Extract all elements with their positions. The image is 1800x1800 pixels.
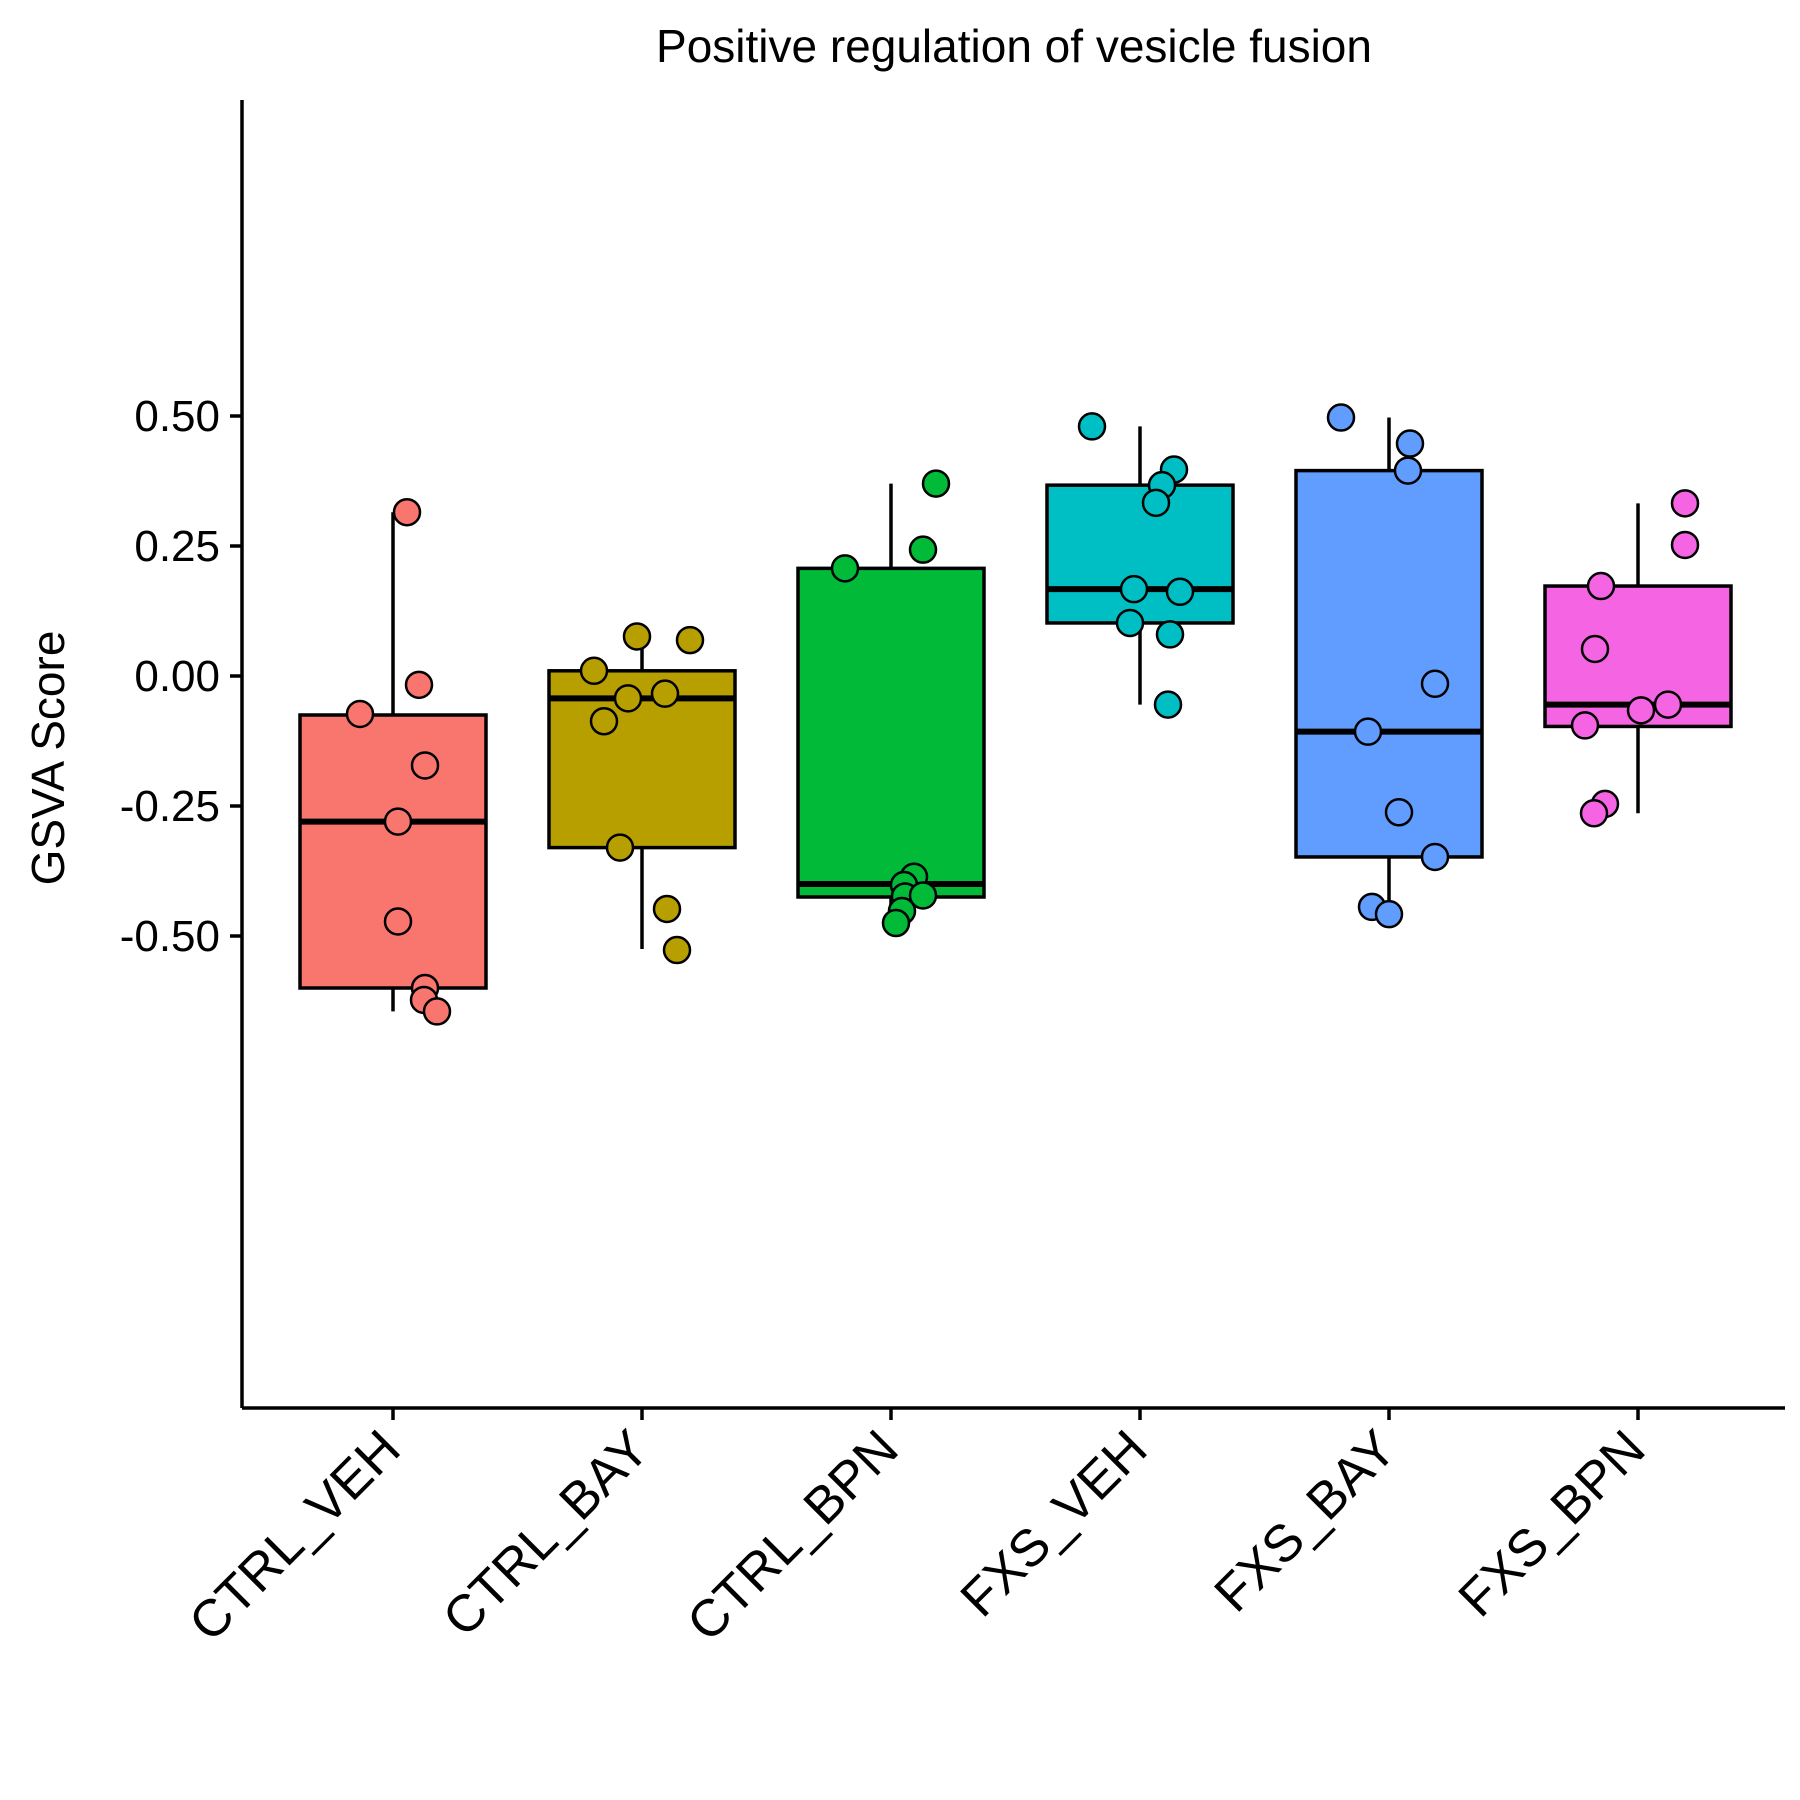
data-point-fxs-bay xyxy=(1384,797,1414,827)
y-tick-label: -0.25 xyxy=(120,782,220,831)
data-point-ctrl-bay xyxy=(675,625,705,655)
data-point-ctrl-bay xyxy=(613,684,643,713)
y-tick-label: -0.50 xyxy=(120,912,220,961)
x-tick-label: FXS_VEH xyxy=(950,1419,1159,1628)
data-point-fxs-bpn xyxy=(1653,690,1683,719)
data-point-fxs-bpn xyxy=(1670,530,1700,560)
data-point-ctrl-bay xyxy=(579,656,609,686)
y-tick-label: 0.00 xyxy=(134,652,220,701)
box-fxs-veh xyxy=(1045,483,1235,625)
data-point-ctrl-veh xyxy=(422,997,452,1026)
data-point-ctrl-veh xyxy=(383,907,413,936)
data-point-ctrl-bay xyxy=(650,679,680,708)
data-point-fxs-veh xyxy=(1115,608,1145,638)
data-point-fxs-veh xyxy=(1155,620,1185,649)
data-point-ctrl-veh xyxy=(404,670,434,700)
data-point-fxs-bay xyxy=(1326,403,1356,432)
y-axis-label: GSVA Score xyxy=(22,631,74,886)
data-point-fxs-veh xyxy=(1165,577,1195,607)
data-point-ctrl-veh xyxy=(410,751,440,780)
data-point-fxs-bpn xyxy=(1570,711,1600,740)
data-point-ctrl-veh xyxy=(392,497,422,527)
data-point-fxs-bpn xyxy=(1626,696,1656,725)
y-tick-label: 0.50 xyxy=(134,392,220,441)
data-point-fxs-bpn xyxy=(1580,634,1610,664)
x-tick-label: CTRL_VEH xyxy=(178,1419,411,1652)
data-point-fxs-bpn xyxy=(1670,489,1700,518)
data-point-fxs-bay xyxy=(1393,456,1423,485)
data-point-ctrl-bay xyxy=(652,894,682,924)
x-tick-label: FXS_BPN xyxy=(1448,1419,1657,1628)
data-point-ctrl-bay xyxy=(662,935,692,965)
data-point-fxs-veh xyxy=(1119,574,1149,604)
data-point-ctrl-bay xyxy=(605,833,635,862)
box-fxs-bay xyxy=(1294,468,1484,859)
data-point-ctrl-bay xyxy=(622,622,652,651)
data-point-fxs-veh xyxy=(1077,412,1107,441)
data-point-fxs-veh xyxy=(1153,690,1183,719)
box-ctrl-bpn xyxy=(796,566,986,899)
chart-title: Positive regulation of vesicle fusion xyxy=(656,20,1372,72)
x-tick-label: CTRL_BPN xyxy=(676,1419,909,1652)
box-ctrl-veh xyxy=(298,713,488,990)
data-point-ctrl-bpn xyxy=(830,554,860,583)
data-point-fxs-bay xyxy=(1353,717,1383,746)
data-point-ctrl-bpn xyxy=(908,881,938,910)
data-point-ctrl-veh xyxy=(383,807,413,836)
data-point-fxs-bay xyxy=(1420,669,1450,699)
data-point-fxs-bay xyxy=(1420,842,1450,872)
x-tick-label: FXS_BAY xyxy=(1204,1419,1408,1623)
x-tick-label: CTRL_BAY xyxy=(432,1419,660,1647)
data-point-fxs-bpn xyxy=(1579,799,1609,828)
points-layer xyxy=(345,403,1700,1026)
data-point-fxs-bay xyxy=(1395,429,1425,458)
data-point-ctrl-bpn xyxy=(921,469,951,498)
y-tick-label: 0.25 xyxy=(134,522,220,571)
data-point-ctrl-veh xyxy=(345,699,375,729)
data-point-fxs-bpn xyxy=(1586,571,1616,601)
data-point-fxs-veh xyxy=(1141,488,1171,518)
data-point-ctrl-bpn xyxy=(908,535,938,564)
data-point-ctrl-bpn xyxy=(881,908,911,938)
boxes-layer xyxy=(298,417,1733,1012)
data-point-ctrl-bay xyxy=(589,706,619,736)
data-point-fxs-bay xyxy=(1374,899,1404,929)
